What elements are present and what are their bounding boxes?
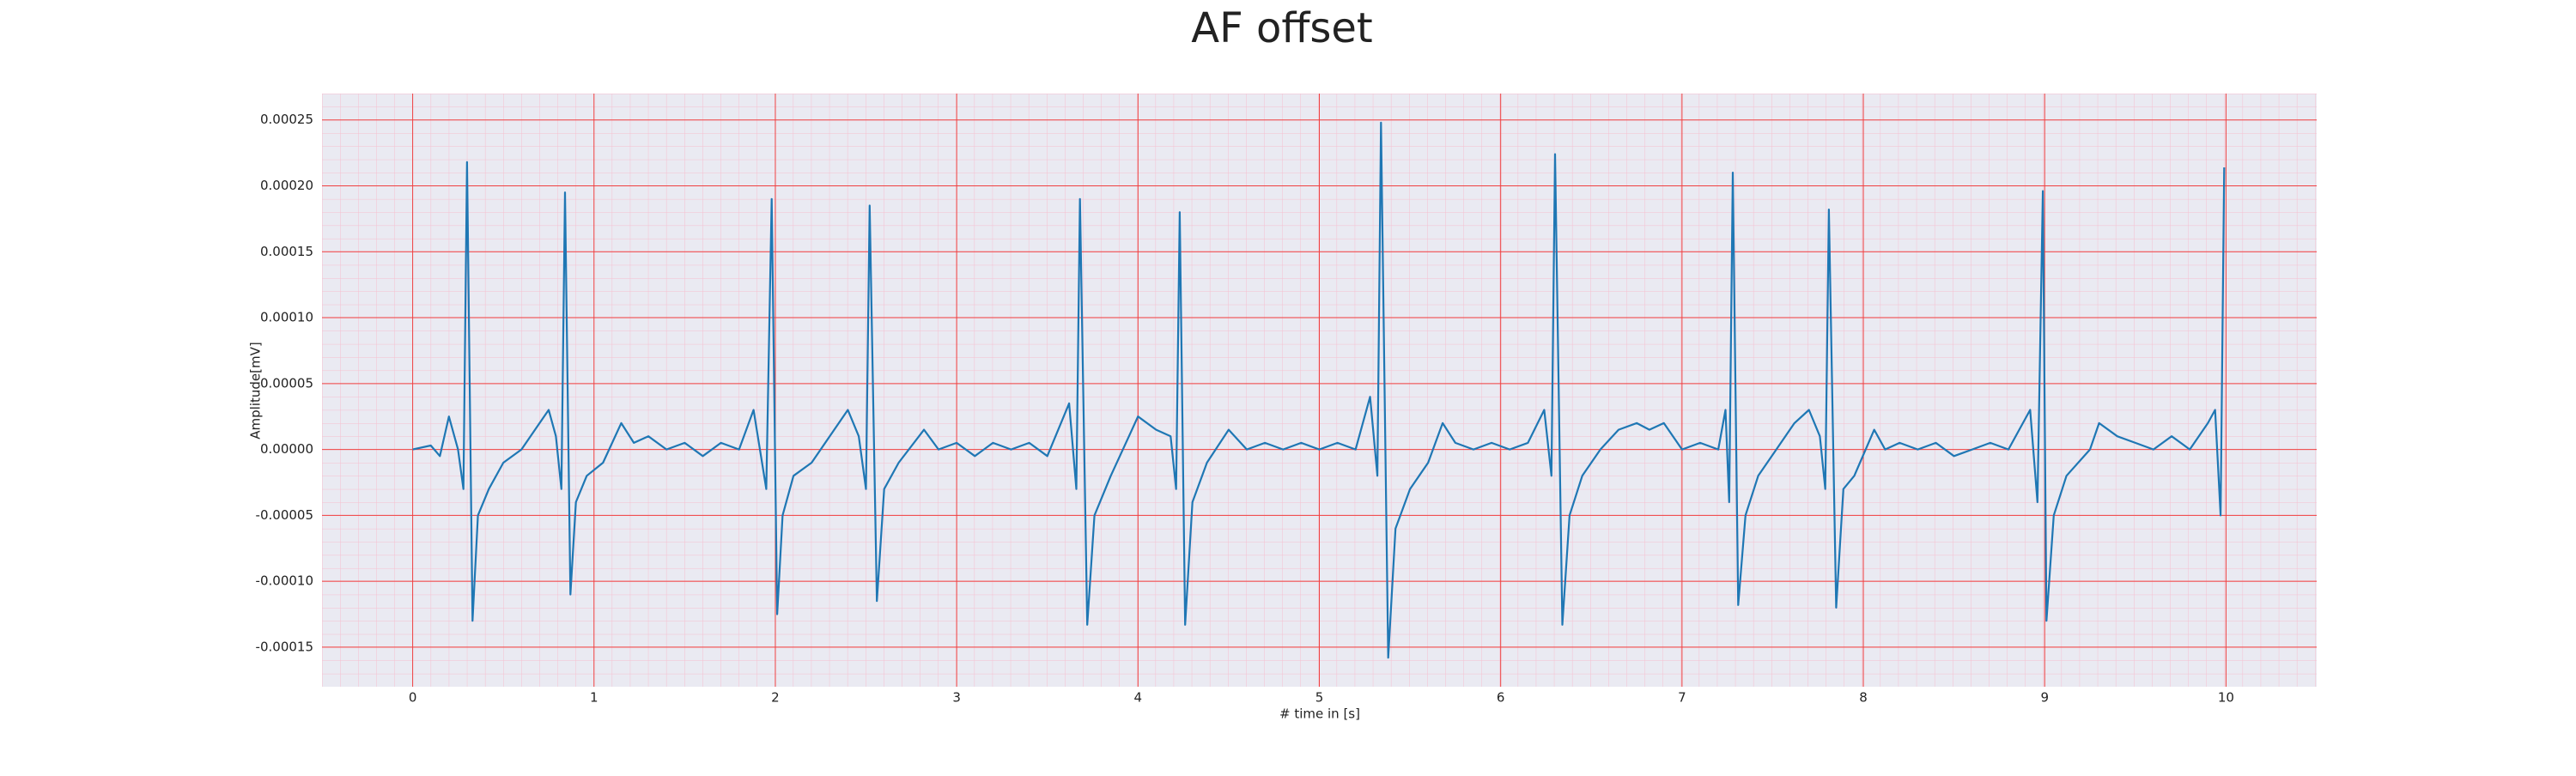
x-tick-label: 1 — [590, 690, 598, 706]
x-tick-label: 7 — [1678, 690, 1686, 706]
y-tick-label: 0.00025 — [260, 112, 313, 127]
chart-title: AF offset — [1191, 4, 1373, 52]
y-tick-label: 0.00020 — [260, 178, 313, 193]
x-tick-label: 5 — [1315, 690, 1324, 706]
x-tick-label: 4 — [1134, 690, 1143, 706]
x-tick-label: 10 — [2218, 690, 2234, 706]
y-tick-label: 0.00005 — [260, 375, 313, 391]
x-axis-label: # time in [s] — [1279, 706, 1360, 722]
x-tick-label: 6 — [1497, 690, 1505, 706]
y-tick-label: 0.00015 — [260, 244, 313, 259]
y-axis-label: Amplitude[mV] — [248, 342, 264, 439]
signal-line — [412, 121, 2226, 659]
x-tick-label: 8 — [1859, 690, 1868, 706]
x-tick-label: 3 — [952, 690, 961, 706]
x-tick-label: 2 — [771, 690, 780, 706]
x-tick-label: 0 — [409, 690, 417, 706]
y-tick-label: -0.00015 — [256, 639, 313, 654]
y-tick-label: 0.00000 — [260, 441, 313, 457]
y-tick-label: -0.00005 — [256, 507, 313, 523]
x-tick-label: 9 — [2040, 690, 2049, 706]
y-tick-label: 0.00010 — [260, 310, 313, 325]
y-tick-label: -0.00010 — [256, 573, 313, 589]
